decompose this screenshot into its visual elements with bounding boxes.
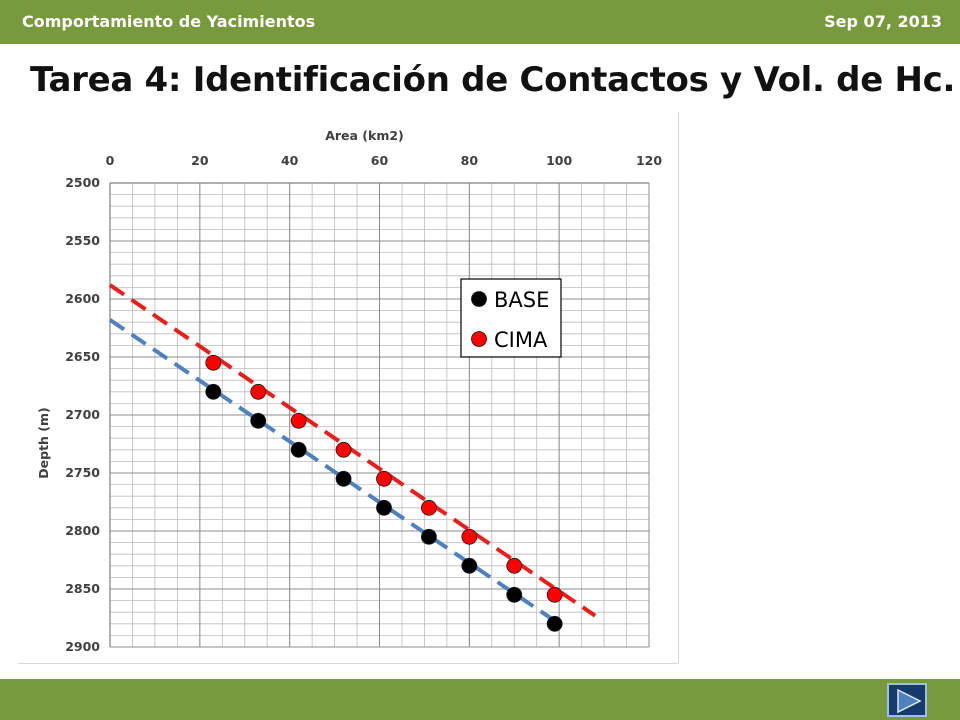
header-date: Sep 07, 2013 <box>824 12 942 31</box>
footer-bar <box>0 679 960 720</box>
y-tick-label: 2750 <box>65 465 100 480</box>
x-tick-label: 40 <box>281 153 299 168</box>
data-point-cima <box>205 354 222 371</box>
play-next-icon <box>897 688 922 714</box>
x-tick-label: 100 <box>546 153 572 168</box>
data-point-cima <box>290 412 307 429</box>
data-point-base <box>335 470 352 487</box>
data-point-base <box>506 586 523 603</box>
chart-area: 0 20 40 60 80 100 120 2500 2550 2600 2650 2700 2750 2… <box>18 112 679 664</box>
chart-legend: BASE CIMA <box>460 278 562 358</box>
y-tick-label: 2600 <box>65 291 100 306</box>
data-point-cima <box>506 557 523 574</box>
slide-title: Tarea 4: Identificación de Contactos y V… <box>30 60 956 100</box>
y-tick-label: 2650 <box>65 349 100 364</box>
y-tick-label: 2800 <box>65 523 100 538</box>
data-point-cima <box>546 586 563 603</box>
trendline-base <box>108 318 561 626</box>
x-tick-label: 80 <box>461 153 479 168</box>
data-point-cima <box>250 383 267 400</box>
data-point-base <box>290 441 307 458</box>
y-tick-label: 2850 <box>65 581 100 596</box>
legend-marker-base <box>471 291 487 307</box>
data-point-cima <box>335 441 352 458</box>
next-slide-button[interactable] <box>887 683 927 717</box>
header-bar: Comportamiento de Yacimientos Sep 07, 20… <box>0 0 960 44</box>
y-tick-label: 2550 <box>65 233 100 248</box>
data-point-base <box>461 557 478 574</box>
x-tick-label: 60 <box>371 153 389 168</box>
y-tick-label: 2900 <box>65 639 100 654</box>
legend-label-base: BASE <box>494 288 549 312</box>
data-point-base <box>250 412 267 429</box>
data-point-base <box>376 499 392 516</box>
header-course-title: Comportamiento de Yacimientos <box>22 12 316 31</box>
data-point-cima <box>376 470 392 487</box>
y-axis-title: Depth (m) <box>36 407 51 478</box>
data-point-base <box>421 528 437 545</box>
x-axis-title: Area (km2) <box>325 128 404 143</box>
data-point-cima <box>461 528 478 545</box>
data-point-cima <box>421 499 437 516</box>
x-tick-label: 20 <box>191 153 209 168</box>
y-tick-label: 2700 <box>65 407 100 422</box>
y-tick-label: 2500 <box>65 175 100 190</box>
x-tick-label: 0 <box>106 153 115 168</box>
legend-marker-cima <box>471 331 487 347</box>
legend-label-cima: CIMA <box>494 328 548 352</box>
trendline-cima <box>108 283 597 618</box>
depth-area-chart: 0 20 40 60 80 100 120 2500 2550 2600 2650 2700 2750 2… <box>36 128 662 654</box>
data-point-base <box>205 383 222 400</box>
data-point-base <box>546 615 563 632</box>
x-tick-label: 120 <box>636 153 662 168</box>
